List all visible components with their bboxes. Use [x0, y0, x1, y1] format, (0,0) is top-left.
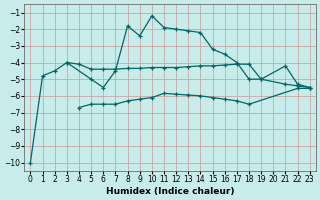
- X-axis label: Humidex (Indice chaleur): Humidex (Indice chaleur): [106, 187, 234, 196]
